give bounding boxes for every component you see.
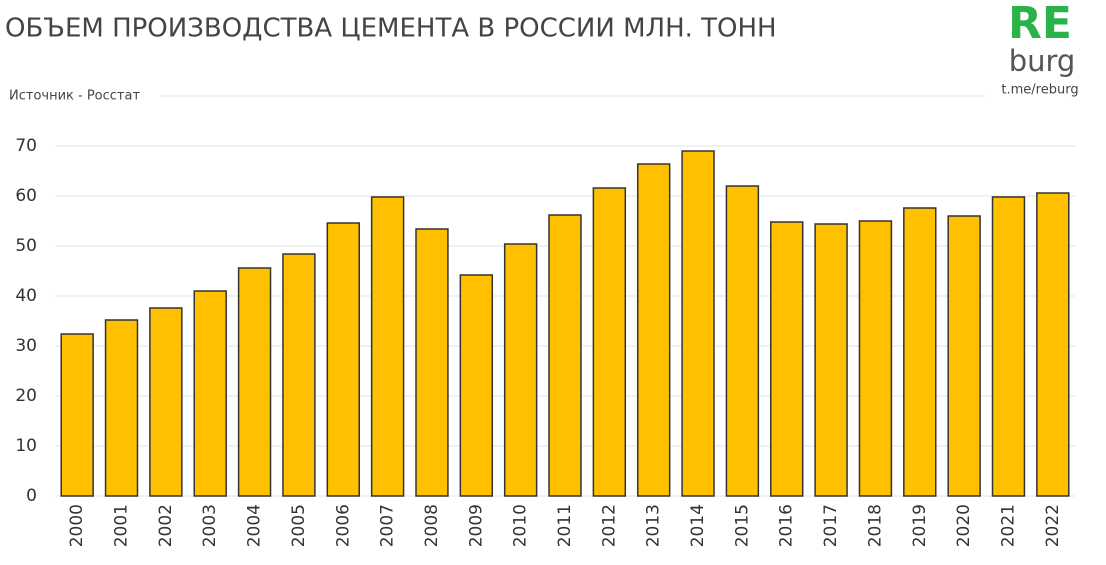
x-tick-label: 2001: [112, 504, 132, 547]
y-tick-label: 40: [15, 286, 37, 306]
x-tick-label: 2016: [777, 504, 797, 547]
x-tick-label: 2013: [644, 504, 664, 547]
x-tick-label: 2014: [688, 504, 708, 547]
bar: [459, 274, 494, 497]
x-tick-label: 2012: [599, 504, 619, 547]
y-tick-label: 10: [15, 436, 37, 456]
x-tick-label: 2000: [67, 504, 87, 547]
bar: [858, 220, 893, 497]
bar: [548, 214, 582, 497]
bar: [636, 163, 671, 497]
bar: [370, 196, 405, 497]
x-tick-label: 2019: [910, 504, 930, 547]
brand-link: t.me/reburg: [1001, 83, 1078, 98]
x-tick-label: 2008: [422, 504, 442, 547]
x-tick-label: 2009: [466, 504, 486, 547]
y-tick-label: 50: [15, 236, 37, 256]
brand-top: RE: [1008, 0, 1072, 49]
x-tick-label: 2020: [954, 504, 974, 547]
bar: [104, 319, 139, 497]
x-tick-label: 2015: [732, 504, 752, 547]
bar: [415, 228, 449, 497]
y-tick-label: 70: [15, 136, 37, 156]
x-tick-label: 2017: [821, 504, 841, 547]
y-tick-label: 30: [15, 336, 37, 356]
chart-title: ОБЪЕМ ПРОИЗВОДСТВА ЦЕМЕНТА В РОССИИ МЛН.…: [5, 14, 777, 44]
x-tick-label: 2021: [998, 504, 1018, 547]
x-tick-label: 2006: [333, 504, 353, 547]
x-tick-label: 2003: [200, 504, 220, 547]
bar: [326, 222, 360, 497]
x-tick-label: 2007: [378, 504, 398, 547]
bar: [681, 150, 715, 497]
bar: [903, 207, 937, 497]
bar: [193, 290, 227, 497]
bar: [503, 243, 538, 497]
x-tick-label: 2002: [156, 504, 176, 547]
bar: [592, 187, 627, 497]
bar: [237, 267, 272, 497]
x-tick-label: 2011: [555, 504, 575, 547]
brand-bottom: burg: [1009, 44, 1076, 78]
bar: [991, 196, 1026, 497]
x-tick-label: 2022: [1043, 504, 1063, 547]
bar: [947, 215, 981, 497]
bar: [282, 253, 316, 497]
y-tick-label: 20: [15, 386, 37, 406]
bar: [1036, 192, 1070, 497]
x-tick-label: 2004: [245, 504, 265, 547]
bar: [725, 185, 760, 497]
x-tick-label: 2005: [289, 504, 309, 547]
y-tick-label: 60: [15, 186, 37, 206]
x-tick-label: 2018: [865, 504, 885, 547]
bar: [60, 333, 94, 497]
bar: [770, 221, 804, 497]
y-tick-label: 0: [26, 486, 37, 506]
x-tick-label: 2010: [511, 504, 531, 547]
source: Источник - Росстат: [9, 89, 140, 104]
bar: [814, 223, 848, 497]
bar: [149, 307, 183, 497]
